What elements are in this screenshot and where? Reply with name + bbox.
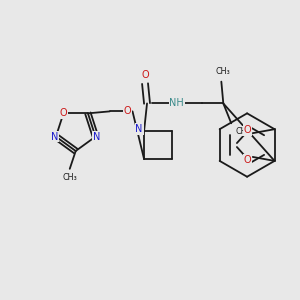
Text: N: N xyxy=(93,132,100,142)
Text: O: O xyxy=(60,108,67,118)
Text: N: N xyxy=(51,132,58,142)
Text: O: O xyxy=(244,125,252,135)
Text: CH₃: CH₃ xyxy=(62,173,77,182)
Text: CH₃: CH₃ xyxy=(236,127,250,136)
Text: O: O xyxy=(141,70,149,80)
Text: NH: NH xyxy=(169,98,184,108)
Text: O: O xyxy=(244,155,252,165)
Text: CH₃: CH₃ xyxy=(216,67,231,76)
Text: O: O xyxy=(124,106,131,116)
Text: N: N xyxy=(135,124,143,134)
